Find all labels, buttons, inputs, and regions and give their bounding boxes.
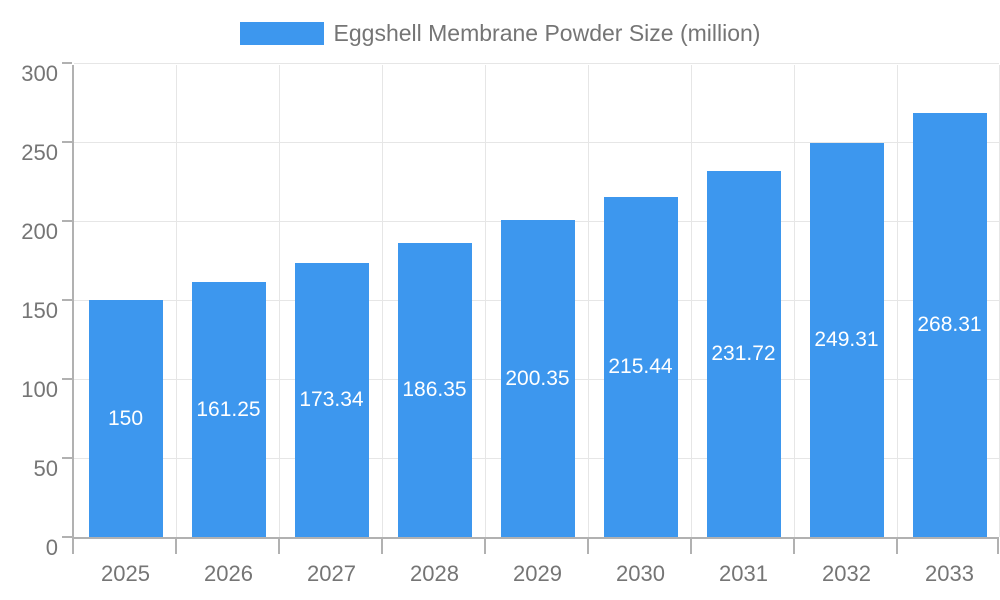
bar-value-label: 268.31 [917,313,982,337]
bar-value-label: 200.35 [505,366,570,390]
bar-value-label: 150 [107,406,144,430]
y-axis-label: 150 [21,298,58,323]
bar[interactable]: 215.44 [603,196,678,537]
x-gridline [279,65,280,537]
bar[interactable]: 231.72 [706,170,781,537]
bar-value-label: 231.72 [711,341,776,365]
legend[interactable]: Eggshell Membrane Powder Size (million) [0,20,1000,47]
legend-label: Eggshell Membrane Powder Size (million) [333,20,761,46]
y-axis-label: 0 [45,535,58,560]
x-axis-label: 2028 [410,561,459,586]
y-axis-tick [62,457,72,459]
bar[interactable]: 200.35 [500,220,575,537]
plot-area: 0 50 100 150 200 250 300 150 2025 161.25 2026 173.3… [21,61,1000,586]
y-axis-tick [62,378,72,380]
x-axis-tick [997,539,999,554]
x-axis-label: 2033 [925,561,974,586]
y-gridline [74,142,999,143]
x-axis-tick [484,539,486,554]
bar-value-label: 249.31 [814,328,879,352]
x-axis-tick [278,539,280,554]
x-axis-tick [896,539,898,554]
x-axis-label: 2030 [616,561,665,586]
y-axis-tick [62,141,72,143]
x-gridline [794,65,795,537]
y-axis-tick [62,299,72,301]
x-axis-label: 2029 [513,561,562,586]
x-axis-tick [587,539,589,554]
x-axis-tick [175,539,177,554]
x-axis-tick [381,539,383,554]
x-axis-label: 2032 [822,561,871,586]
x-axis-tick [793,539,795,554]
y-axis-tick [62,220,72,222]
x-axis-label: 2031 [719,561,768,586]
y-axis-tick [62,62,72,64]
x-axis-label: 2026 [204,561,253,586]
x-axis-label: 2027 [307,561,356,586]
y-gridline [74,63,999,64]
x-gridline [897,65,898,537]
y-axis-label: 250 [21,140,58,165]
y-axis-tick [62,536,72,538]
bar[interactable]: 161.25 [191,282,266,537]
bar[interactable]: 186.35 [397,242,472,537]
y-axis-label: 100 [21,377,58,402]
bar-value-label: 173.34 [299,388,364,412]
y-axis-label: 50 [33,456,58,481]
bar[interactable]: 150 [88,300,163,537]
bar[interactable]: 268.31 [912,113,987,537]
bar-value-label: 186.35 [402,377,467,401]
x-gridline [691,65,692,537]
bar-value-label: 215.44 [608,354,673,378]
bar-value-label: 161.25 [196,397,261,421]
x-axis-tick [690,539,692,554]
bar[interactable]: 173.34 [294,263,369,537]
legend-swatch-icon [239,22,324,45]
bar[interactable]: 249.31 [809,143,884,537]
y-axis-label: 200 [21,219,58,244]
x-axis-tick [72,539,74,554]
x-gridline [176,65,177,537]
x-axis-label: 2025 [101,561,150,586]
x-gridline [382,65,383,537]
y-axis-label: 300 [21,61,58,86]
x-gridline [485,65,486,537]
x-gridline [588,65,589,537]
